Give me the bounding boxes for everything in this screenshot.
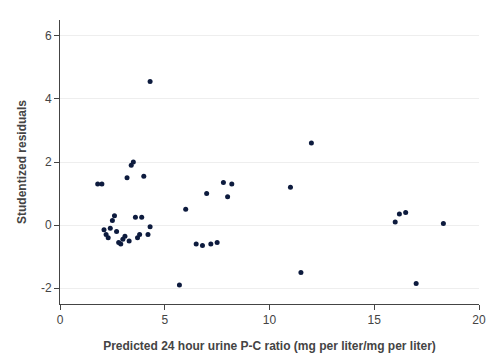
svg-text:6: 6 — [45, 29, 52, 43]
svg-text:Studentized residuals: Studentized residuals — [15, 100, 29, 224]
svg-text:15: 15 — [368, 313, 382, 327]
svg-text:-2: -2 — [41, 281, 52, 295]
svg-text:Predicted 24 hour urine P-C ra: Predicted 24 hour urine P-C ratio (mg pe… — [103, 339, 436, 353]
svg-text:0: 0 — [57, 313, 64, 327]
svg-text:2: 2 — [45, 155, 52, 169]
svg-text:10: 10 — [263, 313, 277, 327]
svg-text:5: 5 — [161, 313, 168, 327]
svg-text:4: 4 — [45, 92, 52, 106]
svg-text:20: 20 — [472, 313, 486, 327]
svg-text:0: 0 — [45, 218, 52, 232]
